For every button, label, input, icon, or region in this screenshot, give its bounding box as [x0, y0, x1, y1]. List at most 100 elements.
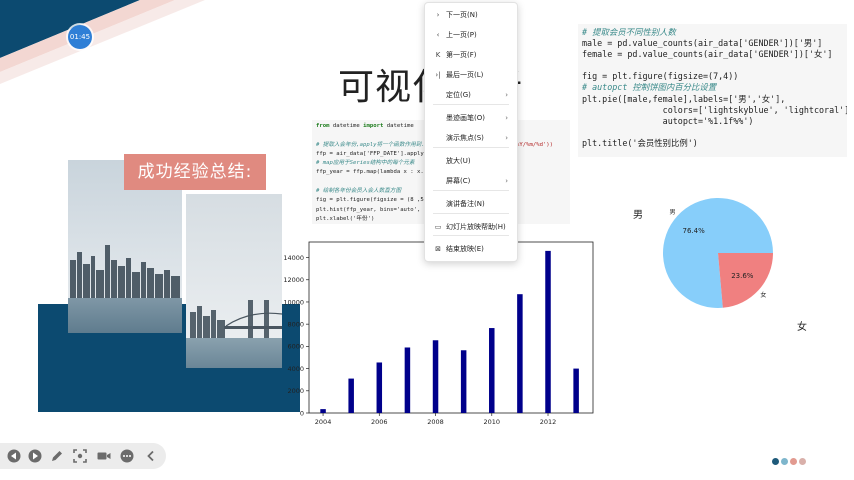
bar [404, 347, 411, 413]
x-tick-label: 2008 [427, 418, 444, 426]
menu-separator [433, 104, 509, 105]
code1-line: # 提取入会年份,apply将一个函数作用到... [316, 141, 432, 148]
x-tick-label: 2006 [371, 418, 388, 426]
submenu-arrow-icon: › [505, 91, 508, 99]
bar [489, 328, 495, 413]
menu-item[interactable]: 定位(G) › [425, 87, 517, 103]
menu-item[interactable]: 演示焦点(S) › [425, 130, 517, 146]
code1-line: ffp = air_data['FFP_DATE'].apply(l... [316, 150, 441, 157]
pie-value-label: 23.6% [731, 272, 754, 280]
y-tick-label: 12000 [283, 276, 304, 284]
screen-select-icon[interactable] [72, 448, 88, 464]
menu-item-icon: ›| [435, 71, 441, 79]
menu-item-label: 结束放映(E) [446, 245, 484, 253]
y-tick-label: 8000 [287, 320, 304, 328]
previous-slide-icon[interactable] [6, 448, 22, 464]
pen-icon[interactable] [49, 448, 65, 464]
bridge-photo [186, 194, 282, 368]
gender-ratio-pie-chart: 76.4% 男 23.6% 女 [663, 198, 773, 308]
x-tick-label: 2012 [540, 418, 557, 426]
code-keyword: import [363, 123, 384, 129]
bar [545, 250, 551, 413]
menu-item-icon: ⊠ [435, 245, 441, 253]
menu-separator [433, 235, 509, 236]
submenu-arrow-icon: › [505, 134, 508, 142]
code2-line: fig = plt.figure(figsize=(7,4)) [582, 71, 739, 82]
pie-category-label: 女 [760, 291, 766, 299]
code-module: datetime [383, 123, 414, 129]
code2-line: plt.title('会员性别比例') [582, 137, 698, 148]
bar [573, 368, 579, 413]
menu-separator [433, 190, 509, 191]
bar [517, 294, 523, 413]
code1-line: # 绘制各年份会员入会人数直方图 [316, 188, 402, 195]
menu-item-label: 演讲备注(N) [446, 200, 485, 208]
slideshow-context-menu[interactable]: › 下一页(N) ‹ 上一页(P) K 第一页(F) ›| 最后一页(L) 定位(G) › 墨迹画笔… [424, 2, 518, 262]
bar [320, 409, 326, 413]
pie-side-label-female: 女 [797, 322, 807, 333]
menu-item[interactable]: K 第一页(F) [425, 47, 517, 63]
menu-item[interactable]: ▭ 幻灯片放映帮助(H) [425, 219, 517, 235]
menu-item[interactable]: 演讲备注(N) [425, 196, 517, 212]
menu-item-label: 第一页(F) [446, 51, 477, 59]
pie-value-label: 76.4% [683, 227, 706, 235]
menu-item-label: 幻灯片放映帮助(H) [446, 223, 506, 231]
code-block-pie: # 提取会员不同性别人数 male = pd.value_counts(air_d… [578, 24, 847, 157]
dot-1 [772, 458, 779, 465]
pie-side-label-male: 男 [633, 210, 643, 221]
corner-decoration [0, 0, 205, 84]
menu-item-label: 墨迹画笔(O) [446, 114, 485, 122]
code1-line: plt.xlabel('年份') [316, 215, 375, 222]
bar [348, 378, 354, 413]
code2-line [582, 60, 843, 71]
camera-icon[interactable] [96, 448, 112, 464]
y-tick-label: 14000 [283, 254, 304, 262]
code2-line: male = pd.value_counts(air_data['GENDER'… [582, 38, 823, 49]
code2-line: autopct='%1.1f%%') [582, 115, 754, 126]
slideshow-toolbar [0, 443, 166, 469]
submenu-arrow-icon: › [505, 114, 508, 122]
menu-item-label: 定位(G) [446, 91, 471, 99]
y-tick-label: 4000 [287, 365, 304, 373]
menu-item[interactable]: ‹ 上一页(P) [425, 27, 517, 43]
menu-item-label: 上一页(P) [446, 31, 477, 39]
code2-line: # autopct 控制饼图内百分比设置 [582, 82, 717, 93]
menu-item-icon: ‹ [436, 31, 440, 39]
menu-item[interactable]: › 下一页(N) [425, 7, 517, 23]
presentation-timer: 01:45 [68, 25, 92, 49]
code1-line: # map应用于Series结构中的每个元素 [316, 160, 415, 167]
menu-item-label: 下一页(N) [446, 11, 478, 19]
code2-line: female = pd.value_counts(air_data['GENDE… [582, 49, 833, 60]
code-keyword: from [316, 123, 330, 129]
code2-line: colors=['lightskyblue', 'lightcoral'], [582, 104, 847, 115]
code-module: datetime [329, 123, 364, 129]
bar [432, 340, 439, 413]
collapse-toolbar-icon[interactable] [143, 448, 159, 464]
bar [460, 350, 467, 413]
next-slide-icon[interactable] [27, 448, 43, 464]
skyline-photo [68, 160, 182, 333]
menu-separator [433, 147, 509, 148]
dot-4 [799, 458, 806, 465]
menu-item[interactable]: 墨迹画笔(O) › [425, 110, 517, 126]
menu-item[interactable]: ›| 最后一页(L) [425, 67, 517, 83]
menu-item[interactable]: 屏幕(C) › [425, 173, 517, 189]
code-overflow-text: %Y/%m/%d')) [516, 142, 554, 148]
menu-item[interactable]: 放大(U) [425, 153, 517, 169]
pie-category-label: 男 [670, 209, 676, 216]
dot-3 [790, 458, 797, 465]
menu-item[interactable]: ⊠ 结束放映(E) [425, 241, 517, 257]
code2-line: # 提取会员不同性别人数 [582, 27, 676, 37]
more-options-icon[interactable] [119, 448, 135, 464]
section-label-success-summary: 成功经验总结: [124, 154, 266, 190]
code2-line [582, 127, 843, 138]
pie-slice [718, 253, 773, 308]
submenu-arrow-icon: › [505, 177, 508, 185]
menu-item-label: 演示焦点(S) [446, 134, 484, 142]
code1-line: fig = plt.figure(figsize = (8 ,5)) [316, 197, 431, 204]
menu-item-icon: ▭ [434, 223, 442, 231]
x-tick-label: 2010 [483, 418, 500, 426]
x-tick-label: 2004 [315, 418, 332, 426]
menu-separator [433, 213, 509, 214]
menu-item-icon: K [435, 51, 441, 59]
